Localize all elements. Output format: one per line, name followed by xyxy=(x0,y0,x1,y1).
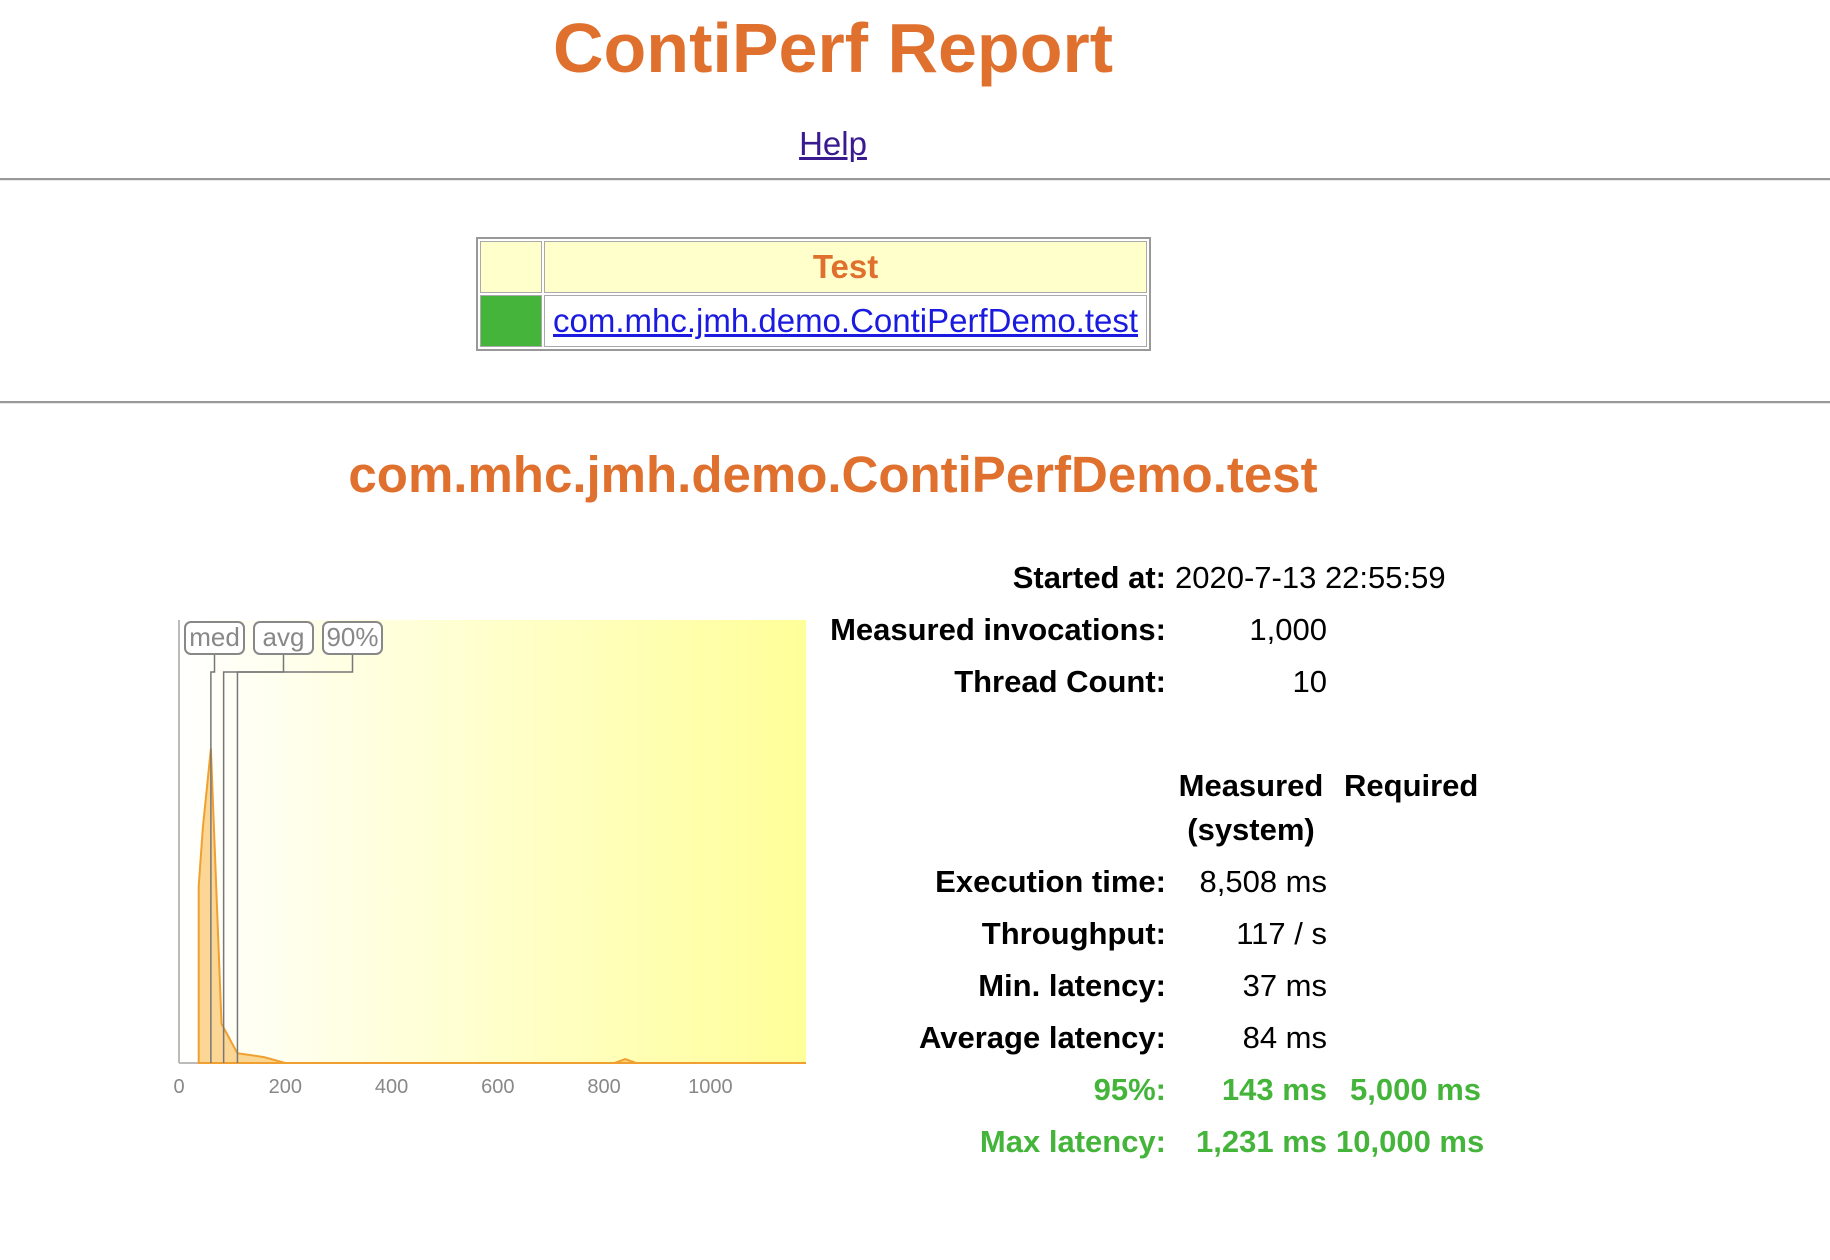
tests-table: Test com.mhc.jmh.demo.ContiPerfDemo.test xyxy=(476,237,1152,351)
divider xyxy=(0,401,1830,404)
invocations-value: 1,000 xyxy=(1249,612,1327,647)
help-container: Help xyxy=(0,122,1666,166)
marker-90pct: 90% xyxy=(236,621,383,1063)
marker-box xyxy=(322,621,383,655)
marker-line xyxy=(236,654,354,1063)
latency-series-0 xyxy=(197,748,806,1064)
marker-layer: med avg 90% xyxy=(184,621,383,1063)
execution-label: Execution time: xyxy=(935,864,1166,899)
throughput-label: Throughput: xyxy=(981,916,1166,951)
page-title: ContiPerf Report xyxy=(553,9,1113,87)
latency-chart: med avg 90% 0 200 400 600 800 1000 xyxy=(173,620,806,1098)
p95-required: 5,000 ms xyxy=(1350,1072,1481,1107)
marker-label: med xyxy=(189,622,240,652)
marker-label: avg xyxy=(263,622,305,652)
tests-table-header-row: Test xyxy=(480,241,1148,293)
divider xyxy=(0,178,1830,181)
help-link[interactable]: Help xyxy=(799,125,867,162)
status-indicator xyxy=(480,295,542,347)
p95-label: 95%: xyxy=(1093,1072,1166,1107)
marker-box xyxy=(253,621,314,655)
x-tick-label: 200 xyxy=(269,1076,302,1098)
avg-latency-label: Average latency: xyxy=(919,1020,1166,1055)
invocations-label: Measured invocations: xyxy=(830,612,1166,647)
measured-header-line1: Measured xyxy=(1178,768,1324,803)
min-latency-value: 37 ms xyxy=(1242,968,1327,1003)
throughput-value: 117 / s xyxy=(1236,916,1327,951)
series-layer xyxy=(197,748,806,1064)
test-column-header: Test xyxy=(544,241,1148,293)
plot-background xyxy=(179,620,806,1063)
marker-med: med xyxy=(184,621,245,1063)
threads-value: 10 xyxy=(1292,664,1327,699)
test-name-cell: com.mhc.jmh.demo.ContiPerfDemo.test xyxy=(544,295,1148,347)
threads-label: Thread Count: xyxy=(954,664,1166,699)
marker-box xyxy=(184,621,245,655)
marker-avg: avg xyxy=(222,621,314,1063)
marker-line xyxy=(210,654,216,1063)
test-heading: com.mhc.jmh.demo.ContiPerfDemo.test xyxy=(348,446,1318,503)
table-row: com.mhc.jmh.demo.ContiPerfDemo.test xyxy=(480,295,1148,347)
marker-label: 90% xyxy=(326,622,378,652)
max-latency-required: 10,000 ms xyxy=(1336,1124,1485,1159)
tick-layer: 0 200 400 600 800 1000 xyxy=(173,1076,732,1098)
min-latency-label: Min. latency: xyxy=(978,968,1166,1003)
x-tick-label: 1000 xyxy=(688,1076,733,1098)
p95-value: 143 ms xyxy=(1221,1072,1327,1107)
test-link[interactable]: com.mhc.jmh.demo.ContiPerfDemo.test xyxy=(553,302,1139,339)
measured-header-line2: (system) xyxy=(1187,812,1315,847)
execution-value: 8,508 ms xyxy=(1199,864,1327,899)
max-latency-value: 1,231 ms xyxy=(1196,1124,1327,1159)
x-tick-label: 400 xyxy=(375,1076,408,1098)
max-latency-label: Max latency: xyxy=(979,1124,1166,1159)
x-tick-label: 600 xyxy=(481,1076,514,1098)
x-tick-label: 0 xyxy=(173,1076,184,1098)
x-tick-label: 800 xyxy=(587,1076,620,1098)
required-header: Required xyxy=(1344,768,1479,803)
measured-header: Measured (system) xyxy=(1175,766,1327,850)
started-value: 2020-7-13 22:55:59 xyxy=(1175,560,1446,595)
started-label: Started at: xyxy=(1012,560,1166,595)
status-header-cell xyxy=(480,241,542,293)
avg-latency-value: 84 ms xyxy=(1242,1020,1327,1055)
